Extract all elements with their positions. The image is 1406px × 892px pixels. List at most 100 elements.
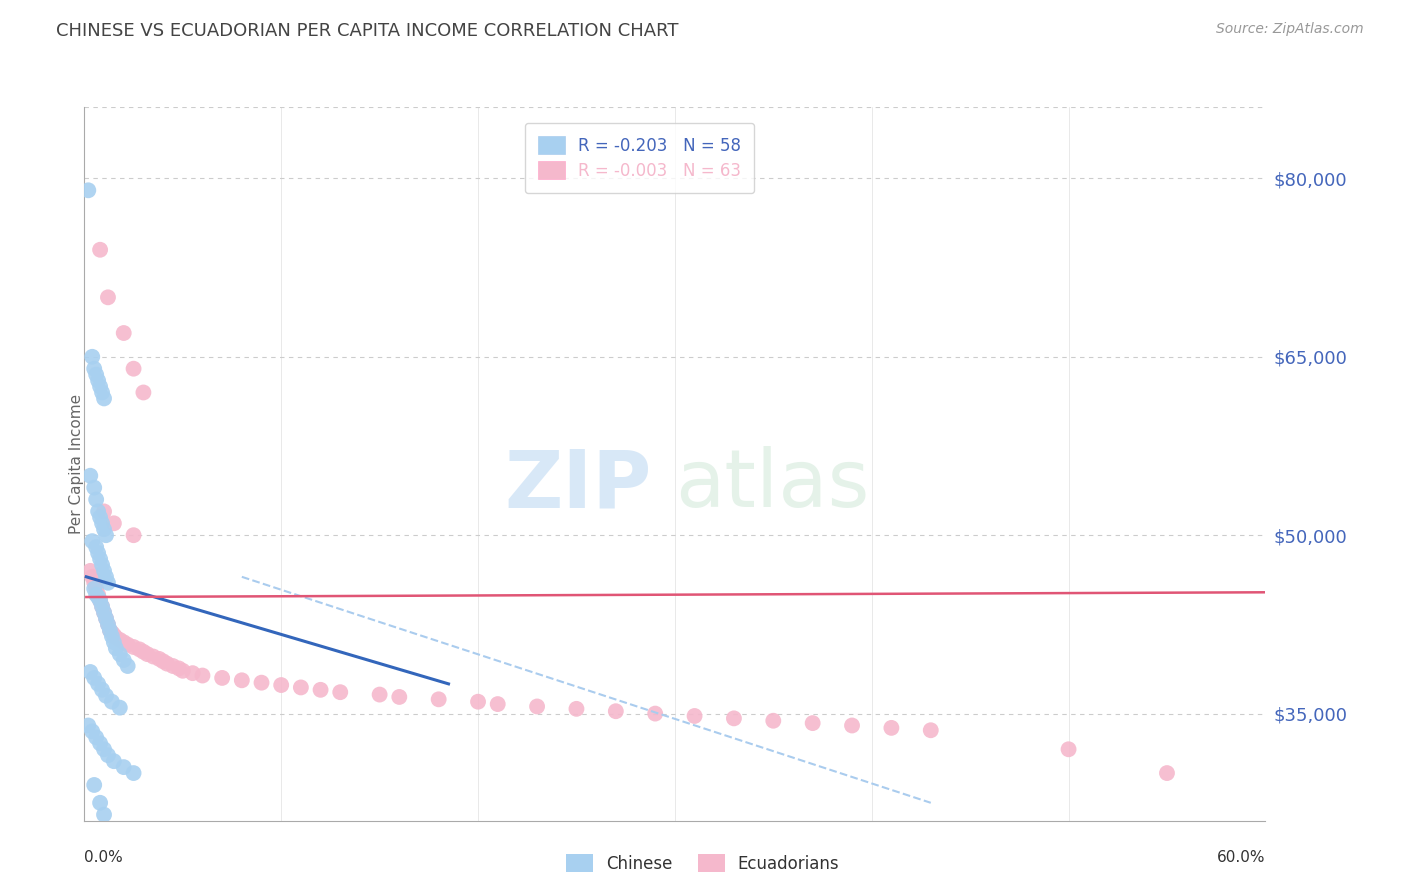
Point (132, 645, 155, 659)
Point (103, 754, 125, 768)
Point (94, 611, 117, 625)
Point (93, 564, 115, 578)
Point (132, 385, 155, 400)
Point (122, 361, 145, 376)
Point (104, 641, 127, 656)
Point (84, 492, 107, 507)
Point (128, 642, 150, 657)
Point (152, 654, 174, 668)
Point (83, 778, 105, 792)
Point (97, 290, 120, 304)
Point (250, 675, 273, 690)
Point (89, 243, 111, 257)
Legend: R = -0.203   N = 58, R = -0.003   N = 63: R = -0.203 N = 58, R = -0.003 N = 63 (524, 122, 754, 194)
Point (93, 742, 115, 756)
Point (112, 635, 135, 649)
Point (87, 504, 110, 518)
Point (97, 575, 120, 590)
Point (1057, 742, 1080, 756)
Point (388, 690, 411, 704)
Point (329, 685, 352, 699)
Point (98, 624, 121, 638)
Point (108, 647, 131, 661)
Point (79, 665, 101, 679)
Point (112, 326, 135, 340)
Point (89, 796, 111, 810)
Point (82, 534, 104, 549)
Point (79, 468, 101, 483)
Point (103, 628, 125, 642)
Point (211, 671, 233, 685)
Point (91, 558, 114, 572)
Point (112, 653, 135, 667)
Point (82, 350, 104, 364)
Text: 60.0%: 60.0% (1218, 850, 1265, 865)
Point (104, 631, 127, 645)
Point (880, 721, 903, 735)
Point (87, 546, 110, 560)
Point (191, 668, 214, 682)
Point (83, 481, 105, 495)
Point (167, 661, 190, 675)
Point (762, 714, 785, 728)
Text: Source: ZipAtlas.com: Source: ZipAtlas.com (1216, 22, 1364, 37)
Point (486, 697, 509, 711)
Point (89, 593, 111, 607)
Point (98, 624, 121, 638)
Point (181, 666, 204, 681)
Point (97, 748, 120, 763)
Point (84, 588, 107, 602)
Point (77, 718, 100, 732)
Point (83, 361, 105, 376)
Point (723, 711, 745, 725)
Point (93, 606, 115, 620)
Point (83, 671, 105, 685)
Point (97, 617, 120, 632)
Point (93, 606, 115, 620)
Point (79, 564, 101, 578)
Text: atlas: atlas (675, 446, 869, 524)
Point (467, 695, 489, 709)
Point (565, 702, 588, 716)
Point (91, 682, 114, 697)
Point (526, 699, 548, 714)
Point (93, 392, 115, 406)
Point (89, 593, 111, 607)
Point (83, 575, 105, 590)
Point (148, 652, 170, 666)
Point (644, 706, 666, 721)
Point (89, 510, 111, 524)
Point (97, 617, 120, 632)
Legend: Chinese, Ecuadorians: Chinese, Ecuadorians (560, 847, 846, 880)
Point (117, 638, 139, 652)
Point (83, 582, 105, 596)
Point (94, 611, 117, 625)
Point (156, 657, 179, 671)
Point (122, 766, 145, 780)
Point (93, 504, 115, 518)
Point (89, 736, 111, 750)
Point (801, 716, 824, 731)
Point (270, 678, 292, 692)
Point (82, 724, 104, 739)
Point (1156, 766, 1178, 780)
Point (82, 570, 104, 584)
Point (77, 183, 100, 197)
Point (920, 723, 942, 738)
Point (101, 629, 124, 643)
Text: CHINESE VS ECUADORIAN PER CAPITA INCOME CORRELATION CHART: CHINESE VS ECUADORIAN PER CAPITA INCOME … (56, 22, 679, 40)
Y-axis label: Per Capita Income: Per Capita Income (69, 393, 83, 534)
Point (94, 689, 117, 703)
Point (136, 647, 159, 661)
Point (87, 374, 110, 388)
Point (91, 599, 114, 614)
Point (94, 528, 117, 542)
Point (87, 677, 110, 691)
Point (103, 635, 125, 649)
Point (683, 709, 706, 723)
Point (93, 807, 115, 822)
Point (162, 659, 184, 673)
Point (117, 659, 139, 673)
Point (605, 704, 627, 718)
Point (231, 673, 253, 688)
